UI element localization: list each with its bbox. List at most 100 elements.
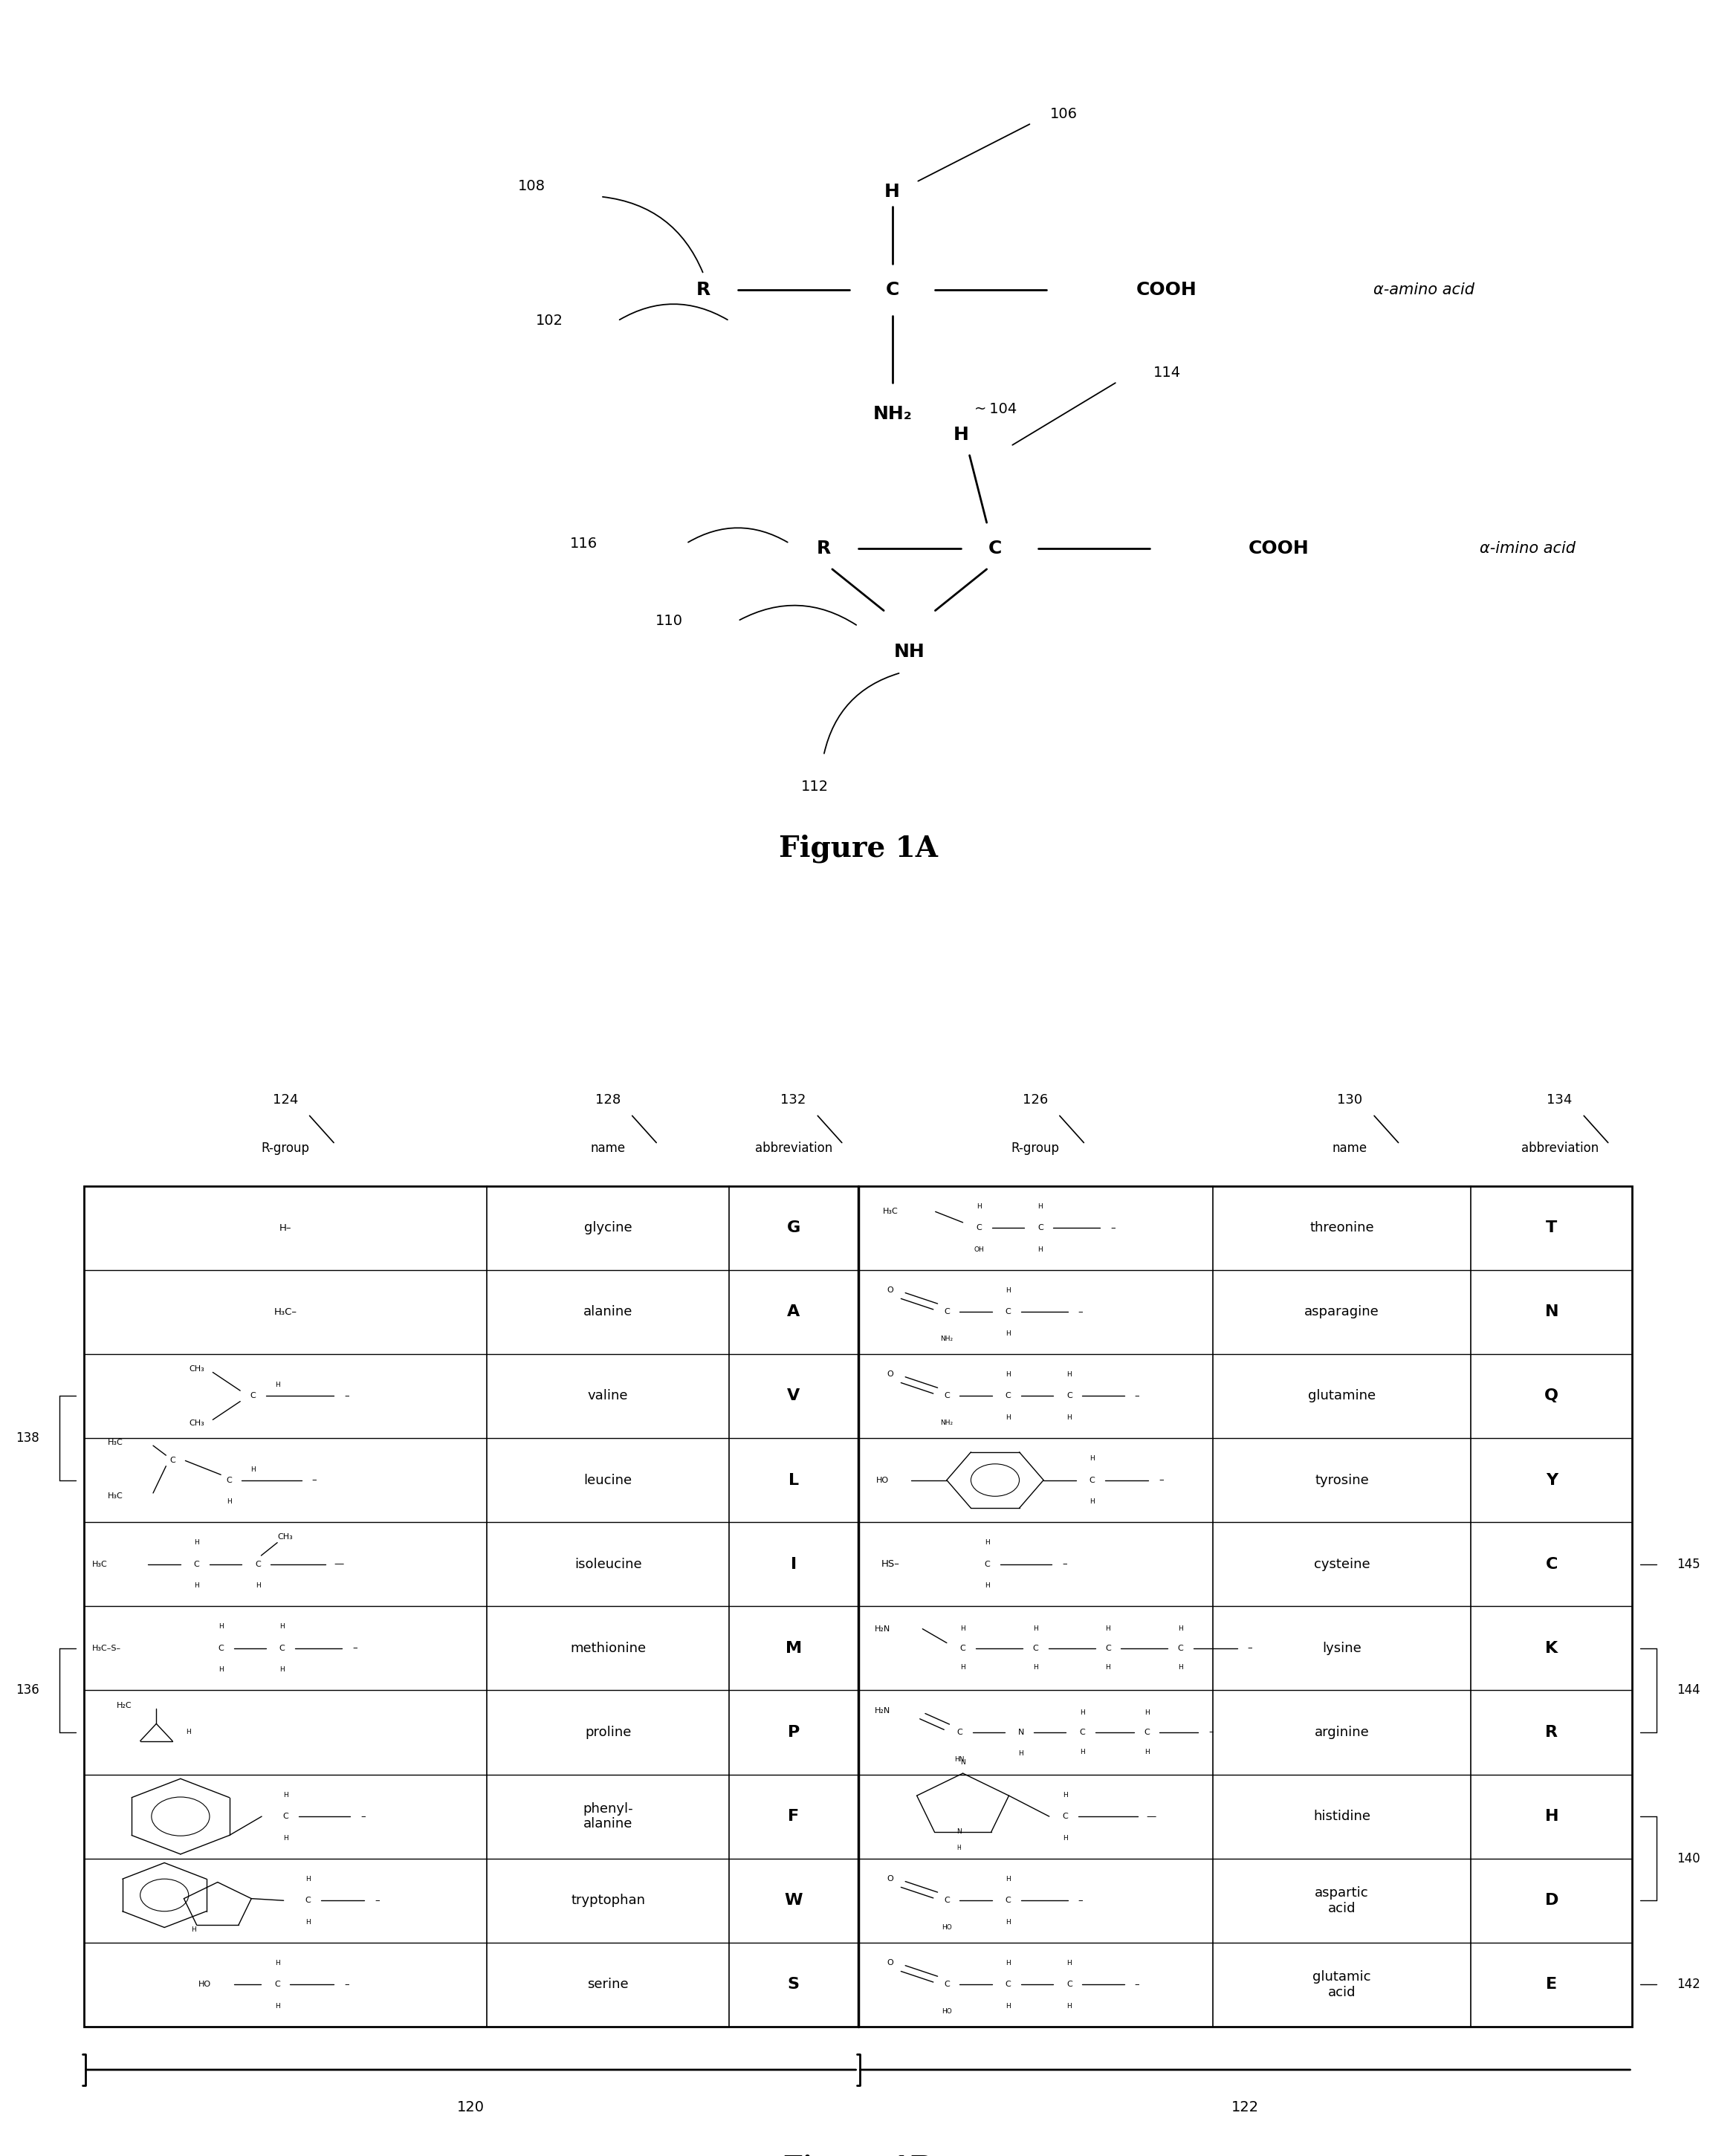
Text: 136: 136 — [15, 1684, 39, 1697]
Text: C: C — [305, 1897, 311, 1904]
Text: H: H — [1079, 1749, 1085, 1755]
Text: H: H — [1079, 1710, 1085, 1716]
Text: C: C — [1006, 1981, 1011, 1988]
Text: –: – — [1078, 1307, 1083, 1317]
Text: H: H — [1006, 1371, 1011, 1378]
Text: –: – — [374, 1895, 379, 1906]
Text: C: C — [885, 280, 899, 300]
Text: H: H — [1067, 1960, 1072, 1966]
Text: C: C — [1145, 1729, 1150, 1736]
Text: –: – — [1062, 1559, 1067, 1570]
Text: H: H — [1006, 2003, 1011, 2009]
Text: R-group: R-group — [261, 1141, 309, 1156]
Text: –: – — [345, 1391, 348, 1401]
Text: H: H — [1038, 1246, 1043, 1253]
Text: C: C — [1546, 1557, 1558, 1572]
Text: C: C — [256, 1561, 261, 1567]
Text: H: H — [280, 1623, 285, 1630]
Text: H: H — [190, 1925, 196, 1934]
Text: H₃C: H₃C — [91, 1561, 106, 1567]
Text: C: C — [944, 1309, 949, 1315]
Text: HN: HN — [954, 1755, 964, 1764]
Text: H: H — [985, 1539, 990, 1546]
Text: methionine: methionine — [570, 1641, 645, 1656]
Text: T: T — [1546, 1220, 1558, 1235]
Text: 116: 116 — [570, 537, 597, 550]
Text: R: R — [817, 539, 831, 558]
Text: OH: OH — [975, 1246, 983, 1253]
Text: H: H — [1018, 1751, 1023, 1757]
Text: phenyl-
alanine: phenyl- alanine — [583, 1802, 633, 1830]
Text: O: O — [887, 1371, 894, 1378]
Text: H: H — [1006, 1919, 1011, 1925]
Text: NH₂: NH₂ — [940, 1419, 952, 1427]
Text: H: H — [305, 1919, 311, 1925]
Text: C: C — [1006, 1897, 1011, 1904]
Text: H: H — [1006, 1287, 1011, 1294]
Text: W: W — [784, 1893, 803, 1908]
Text: H: H — [1179, 1664, 1182, 1671]
Text: C: C — [218, 1645, 223, 1651]
Text: 134: 134 — [1546, 1093, 1572, 1106]
Text: leucine: leucine — [583, 1473, 631, 1488]
Text: HO: HO — [875, 1477, 889, 1483]
Text: H: H — [280, 1667, 285, 1673]
Text: 120: 120 — [456, 2100, 484, 2115]
Text: H₂N: H₂N — [873, 1626, 891, 1632]
Text: H: H — [976, 1203, 982, 1210]
Text: H: H — [1067, 1414, 1072, 1421]
Text: H₃C–: H₃C– — [275, 1307, 297, 1317]
Text: C: C — [275, 1981, 280, 1988]
Text: 114: 114 — [1153, 367, 1181, 379]
Text: H: H — [1062, 1835, 1067, 1841]
Text: CH₃: CH₃ — [278, 1533, 293, 1542]
Text: –: – — [1110, 1222, 1115, 1233]
Text: C: C — [1062, 1813, 1067, 1820]
Text: α-amino acid: α-amino acid — [1375, 282, 1474, 298]
Text: CH₃: CH₃ — [189, 1365, 204, 1373]
Text: C: C — [227, 1477, 232, 1483]
Text: C: C — [988, 539, 1002, 558]
Text: C: C — [985, 1561, 990, 1567]
Text: HO: HO — [942, 2007, 952, 2016]
Text: N: N — [1544, 1304, 1558, 1319]
Text: H₃C: H₃C — [882, 1207, 897, 1216]
Text: aspartic
acid: aspartic acid — [1314, 1886, 1369, 1915]
Text: C: C — [1079, 1729, 1085, 1736]
Bar — [84, 1186, 1632, 2027]
Text: tryptophan: tryptophan — [571, 1893, 645, 1908]
Text: C: C — [251, 1393, 256, 1399]
Text: α-imino acid: α-imino acid — [1479, 541, 1575, 556]
Text: glutamic
acid: glutamic acid — [1313, 1971, 1371, 1999]
Text: –: – — [312, 1475, 317, 1485]
Text: C: C — [944, 1981, 949, 1988]
Text: name: name — [1332, 1141, 1368, 1156]
Text: COOH: COOH — [1248, 539, 1309, 558]
Text: R-group: R-group — [1011, 1141, 1059, 1156]
Text: R: R — [1546, 1725, 1558, 1740]
Text: –: – — [1158, 1475, 1163, 1485]
Text: proline: proline — [585, 1725, 631, 1740]
Text: asparagine: asparagine — [1304, 1304, 1380, 1319]
Text: H: H — [961, 1664, 966, 1671]
Text: H: H — [1090, 1455, 1095, 1462]
Text: lysine: lysine — [1323, 1641, 1361, 1656]
Text: 108: 108 — [518, 179, 546, 194]
Text: H: H — [1067, 1371, 1072, 1378]
Text: H: H — [1179, 1626, 1182, 1632]
Text: N: N — [961, 1759, 966, 1766]
Text: NH₂: NH₂ — [940, 1335, 952, 1343]
Text: C: C — [976, 1225, 982, 1231]
Text: H: H — [1006, 1330, 1011, 1337]
Text: –: – — [352, 1643, 357, 1654]
Text: C: C — [1090, 1477, 1095, 1483]
Text: 124: 124 — [273, 1093, 299, 1106]
Text: H: H — [275, 1960, 280, 1966]
Text: C: C — [1066, 1393, 1072, 1399]
Text: —: — — [1146, 1811, 1157, 1822]
Text: H: H — [884, 183, 901, 201]
Text: H: H — [194, 1539, 199, 1546]
Text: HO: HO — [199, 1981, 211, 1988]
Text: –: – — [360, 1811, 366, 1822]
Text: N: N — [1018, 1729, 1024, 1736]
